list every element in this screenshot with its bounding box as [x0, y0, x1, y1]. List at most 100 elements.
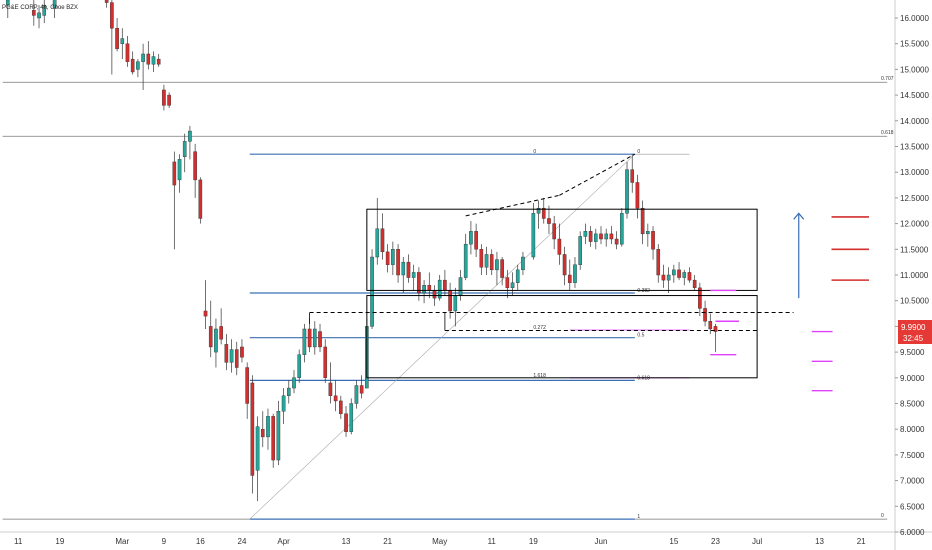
candle	[162, 84, 166, 111]
candle-body	[672, 269, 676, 276]
candle	[630, 154, 635, 193]
candle	[583, 223, 588, 245]
candle	[661, 264, 666, 288]
candle-body	[286, 387, 291, 396]
y-tick-label: 6.5000	[900, 502, 925, 511]
candle-body	[224, 344, 229, 363]
candle	[52, 0, 57, 18]
candle	[328, 362, 333, 404]
candle	[703, 300, 707, 327]
candle-body	[240, 346, 244, 358]
candle-body	[463, 243, 468, 278]
fib-label: 0.382	[637, 288, 650, 294]
candle	[411, 264, 416, 291]
candle	[245, 362, 249, 419]
candle-body	[276, 411, 281, 461]
price-box: 9.9900 32:45	[898, 320, 932, 344]
y-tick-label: 7.5000	[900, 451, 925, 460]
candle	[396, 244, 400, 283]
candle	[515, 264, 520, 291]
x-tick-label: 21	[857, 537, 866, 546]
candle	[635, 174, 640, 219]
candle	[156, 53, 161, 67]
candle-body	[578, 236, 583, 265]
x-tick-label: Jun	[595, 537, 608, 546]
candle-body	[182, 141, 187, 157]
candle-body	[541, 207, 546, 219]
candle-body	[620, 213, 624, 245]
candle-body	[188, 130, 192, 142]
candle-body	[401, 261, 406, 276]
candle	[672, 264, 676, 283]
candle	[302, 323, 307, 363]
candle	[125, 35, 130, 67]
candle	[146, 41, 151, 70]
candle	[380, 213, 385, 260]
candle	[640, 200, 645, 245]
candle-body	[583, 231, 588, 237]
x-axis: 11 19 Mar 9 16 24 Apr 13 21 May 11 19 Jun 15 23 Jul 13 21	[14, 537, 866, 546]
candle	[141, 43, 145, 90]
candle-body	[255, 426, 260, 471]
candle	[120, 28, 125, 60]
candle-body	[234, 349, 239, 368]
candle-body	[666, 274, 671, 281]
x-tick-label: 15	[669, 537, 678, 546]
candle	[422, 280, 426, 304]
candle	[198, 177, 203, 224]
candle-body	[208, 326, 213, 348]
candle	[567, 259, 572, 291]
candle-body	[495, 259, 499, 271]
candle	[42, 0, 47, 24]
candle-body	[505, 277, 510, 289]
fib-trend-line	[249, 153, 636, 520]
candle	[167, 92, 171, 108]
candle-body	[32, 10, 36, 16]
fib-inner-label: 0.272	[533, 325, 546, 331]
candle-body	[479, 249, 484, 268]
candle-body	[489, 254, 494, 271]
range-box	[366, 208, 758, 291]
candle	[620, 208, 624, 247]
candle	[286, 380, 291, 404]
candle-body	[312, 328, 317, 348]
candle	[115, 17, 119, 52]
dashed-trend	[465, 194, 560, 217]
y-tick-label: 9.0000	[900, 374, 925, 383]
candle	[266, 408, 270, 450]
x-tick-label: 13	[815, 537, 824, 546]
candle	[479, 244, 484, 275]
candle-body	[510, 282, 515, 289]
candle-body	[260, 428, 265, 438]
candle	[375, 197, 380, 265]
candle-body	[339, 400, 343, 414]
candle-body	[125, 43, 130, 62]
candle-body	[177, 159, 182, 181]
candle-body	[162, 89, 166, 106]
candle-body	[37, 12, 41, 19]
candle	[219, 308, 223, 345]
candle	[349, 398, 354, 435]
countdown: 32:45	[903, 334, 924, 343]
candle	[536, 200, 541, 229]
candle-body	[354, 385, 359, 404]
candle	[385, 244, 390, 273]
candle-body	[104, 0, 109, 3]
candle	[203, 280, 208, 329]
range-box	[366, 295, 758, 379]
candle-body	[396, 249, 400, 276]
candle-body	[219, 326, 223, 340]
candle-body	[703, 308, 707, 322]
candle-body	[661, 274, 666, 281]
x-tick-label: 11	[488, 537, 497, 546]
candle-body	[698, 287, 702, 309]
y-tick-label: 15.5000	[900, 40, 929, 49]
candle-body	[417, 272, 421, 294]
candle	[604, 228, 609, 247]
candle	[510, 272, 515, 296]
candle-body	[307, 328, 312, 348]
candle	[391, 241, 395, 275]
y-tick-label: 13.5000	[900, 142, 929, 151]
candle	[281, 388, 286, 425]
fib-inner-label: 0	[533, 149, 536, 155]
